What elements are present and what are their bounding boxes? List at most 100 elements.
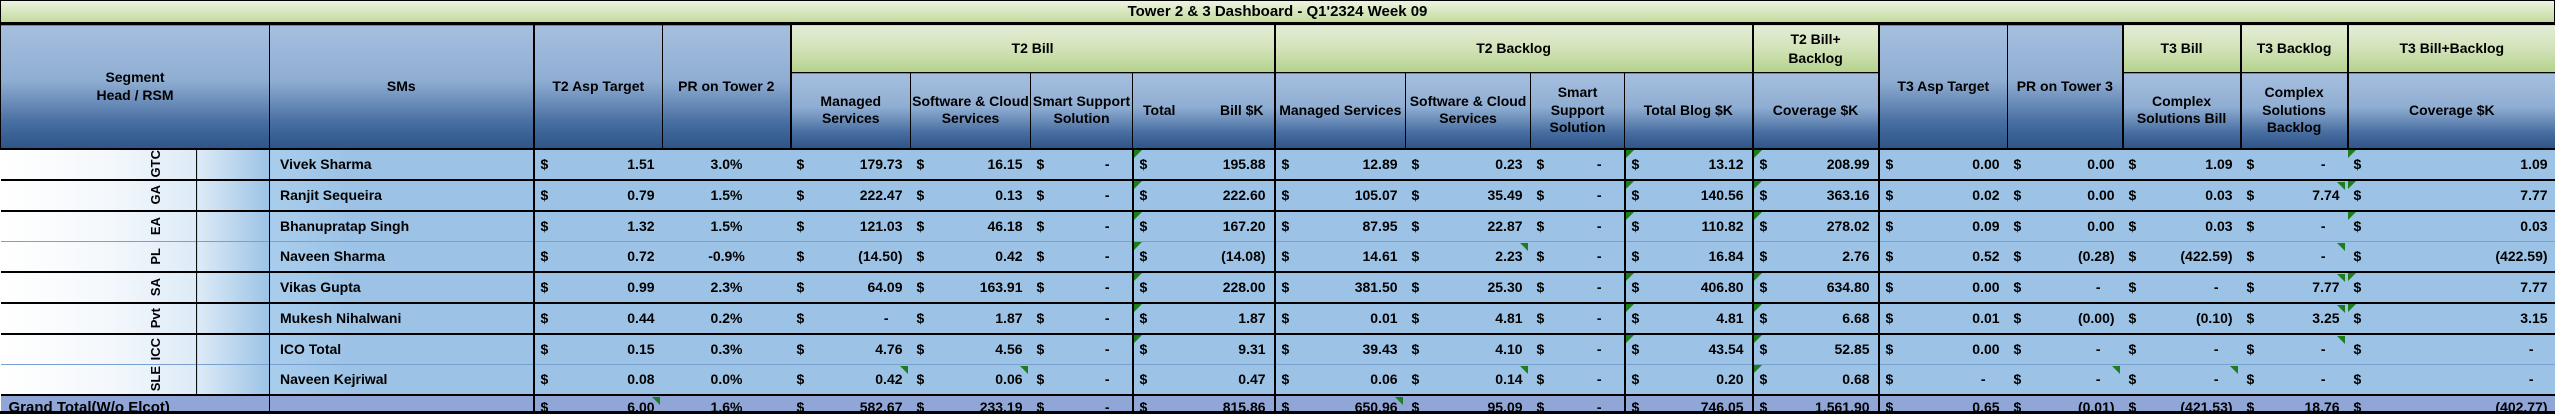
cell-cs-backlog[interactable]: $ - [2240,209,2348,241]
segment-cell[interactable]: PL [0,240,197,272]
cell-total-blog[interactable]: $140.56 [1623,178,1754,211]
cell-ms[interactable]: $179.73 [790,147,911,180]
cell-cs-bill[interactable]: $1.09 [2122,147,2241,180]
cell-sss[interactable]: $ - [1030,363,1133,395]
cell-total-bill[interactable]: $228.00 [1131,270,1276,303]
col-header-smart-support-backlog[interactable]: Smart Support Solution [1530,72,1626,150]
cell-cs-bill[interactable]: $ - [2122,363,2241,395]
cell-cs-bill[interactable]: $ (0.10) [2122,301,2241,334]
cell-t3-cov[interactable]: $7.77 [2347,178,2555,211]
cell-scs[interactable]: $233.19 [910,393,1031,411]
segment-cell[interactable]: Pvt [0,301,197,334]
cell-b-ms[interactable]: $105.07 [1274,178,1406,211]
cell-b-ms[interactable]: $0.01 [1274,301,1406,334]
cell-t2-asp[interactable]: $0.99 [532,270,663,303]
cell-sss[interactable]: $ - [1030,240,1133,272]
cell-total-blog[interactable]: $406.80 [1623,270,1754,303]
cell-ms[interactable]: $222.47 [790,178,911,211]
col-header-managed-services-bill[interactable]: Managed Services [789,72,912,150]
cell-ms[interactable]: $582.67 [790,393,911,411]
cell-cs-backlog[interactable]: $7.74 [2240,178,2348,211]
cell-total-blog[interactable]: $110.82 [1623,209,1754,241]
cell-b-ms[interactable]: $650.96 [1274,393,1406,411]
cell-total-blog[interactable]: $0.20 [1623,363,1754,395]
segment-cell[interactable]: SLE [0,363,197,395]
cell-pr-t3[interactable]: $ (0.28) [2007,240,2123,272]
segment-spacer-cell[interactable] [195,332,270,364]
segment-spacer-cell[interactable] [195,363,270,395]
cell-b-scs[interactable]: $4.10 [1405,332,1531,364]
segment-cell[interactable]: SA [0,270,197,303]
cell-b-scs[interactable]: $4.81 [1405,301,1531,334]
cell-pr-t2[interactable]: 3.0% [662,147,791,180]
cell-sss[interactable]: $ - [1030,270,1133,303]
cell-t3-cov[interactable]: $1.09 [2347,147,2555,180]
cell-t3-cov[interactable]: $ - [2347,363,2555,395]
group-header-t2-backlog[interactable]: T2 Backlog [1273,24,1754,73]
group-header-t2-bill[interactable]: T2 Bill [789,24,1276,73]
cell-total-blog[interactable]: $746.05 [1623,393,1754,411]
cell-b-scs[interactable]: $0.14 [1405,363,1531,395]
cell-total-blog[interactable]: $16.84 [1623,240,1754,272]
cell-b-scs[interactable]: $95.09 [1405,393,1531,411]
segment-cell[interactable]: EA [0,209,197,241]
cell-pr-t2[interactable]: 0.3% [662,332,791,364]
cell-t2-asp[interactable]: $1.32 [532,209,663,241]
cell-pr-t2[interactable]: 2.3% [662,270,791,303]
cell-b-sss[interactable]: $ - [1530,393,1625,411]
cell-total-bill[interactable]: $1.87 [1131,301,1276,334]
cell-pr-t2[interactable]: 0.0% [662,363,791,395]
cell-total-bill[interactable]: $815.86 [1131,393,1276,411]
cell-b-sss[interactable]: $ - [1530,270,1625,303]
col-header-managed-services-backlog[interactable]: Managed Services [1273,72,1407,150]
cell-scs[interactable]: $1.87 [910,301,1031,334]
cell-t2-asp[interactable]: $0.79 [532,178,663,211]
cell-scs[interactable]: $0.42 [910,240,1031,272]
segment-cell[interactable]: GTC [0,147,197,180]
cell-ms[interactable]: $64.09 [790,270,911,303]
cell-pr-t3[interactable]: $ (0.01) [2007,393,2123,411]
col-header-software-cloud-bill[interactable]: Software & Cloud Services [910,72,1032,150]
col-header-software-cloud-backlog[interactable]: Software & Cloud Services [1405,72,1532,150]
sm-name-cell[interactable]: Ranjit Sequeira [269,178,534,211]
cell-total-bill[interactable]: $0.47 [1131,363,1276,395]
cell-pr-t3[interactable]: $ - [2007,363,2123,395]
cell-sss[interactable]: $ - [1030,178,1133,211]
col-header-complex-solutions-bill[interactable]: Complex Solutions Bill [2121,72,2242,150]
cell-scs[interactable]: $0.13 [910,178,1031,211]
cell-pr-t3[interactable]: $0.00 [2007,178,2123,211]
col-header-t3-asp-target[interactable]: T3 Asp Target [1878,24,2009,149]
cell-scs[interactable]: $46.18 [910,209,1031,241]
cell-t2-coverage[interactable]: $208.99 [1752,147,1880,180]
sm-name-cell[interactable]: Naveen Kejriwal [269,363,534,395]
cell-t2-coverage[interactable]: $634.80 [1752,270,1880,303]
cell-t3-asp[interactable]: $0.00 [1878,332,2008,364]
cell-scs[interactable]: $4.56 [910,332,1031,364]
group-header-t3-bill-backlog[interactable]: T3 Bill+Backlog [2346,24,2555,73]
cell-t2-coverage[interactable]: $0.68 [1752,363,1880,395]
cell-ms[interactable]: $ (14.50) [790,240,911,272]
cell-t2-coverage[interactable]: $1,561.90 [1752,393,1880,411]
col-header-complex-solutions-backlog[interactable]: Complex Solutions Backlog [2239,72,2349,150]
cell-ms[interactable]: $0.42 [790,363,911,395]
sm-name-cell[interactable]: Vikas Gupta [269,270,534,303]
cell-t3-asp[interactable]: $0.01 [1878,301,2008,334]
cell-sss[interactable]: $ - [1030,209,1133,241]
col-header-smart-support-bill[interactable]: Smart Support Solution [1030,72,1134,150]
cell-pr-t2[interactable]: 1.5% [662,178,791,211]
cell-scs[interactable]: $163.91 [910,270,1031,303]
cell-ms[interactable]: $4.76 [790,332,911,364]
cell-sss[interactable]: $ - [1030,393,1133,411]
cell-total-bill[interactable]: $ (14.08) [1131,240,1276,272]
cell-b-ms[interactable]: $87.95 [1274,209,1406,241]
cell-b-ms[interactable]: $381.50 [1274,270,1406,303]
segment-spacer-cell[interactable] [195,240,270,272]
cell-b-ms[interactable]: $12.89 [1274,147,1406,180]
group-header-t3-bill[interactable]: T3 Bill [2121,24,2242,73]
cell-total-bill[interactable]: $9.31 [1131,332,1276,364]
cell-cs-bill[interactable]: $ - [2122,332,2241,364]
cell-total-bill[interactable]: $167.20 [1131,209,1276,241]
cell-t2-asp[interactable]: $0.15 [532,332,663,364]
cell-t3-asp[interactable]: $ - [1878,363,2008,395]
cell-scs[interactable]: $16.15 [910,147,1031,180]
